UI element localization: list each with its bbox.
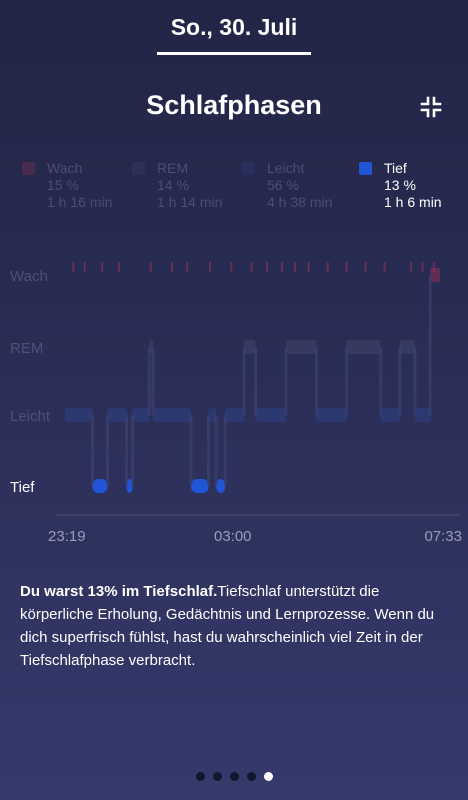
date-tab[interactable]: So., 30. Juli xyxy=(170,14,298,40)
date-tab-underline xyxy=(157,52,311,55)
wake-mark xyxy=(410,262,413,272)
stage-transition xyxy=(90,415,94,486)
page-indicator xyxy=(0,768,468,786)
wake-mark xyxy=(265,262,268,272)
stage-segment xyxy=(255,408,286,422)
stage-transition xyxy=(223,415,227,486)
wake-mark xyxy=(364,262,367,272)
stage-transition xyxy=(206,415,210,486)
legend-duration: 1 h 14 min xyxy=(157,194,223,210)
stage-segment xyxy=(430,268,440,282)
legend-percent: 13 % xyxy=(384,177,416,193)
page-title: Schlafphasen xyxy=(146,90,322,120)
page-dot[interactable] xyxy=(263,772,273,781)
stage-transition xyxy=(413,347,417,415)
stage-transition xyxy=(151,347,155,415)
wake-mark xyxy=(117,262,120,272)
stage-segment xyxy=(316,408,347,422)
legend-swatch-leicht xyxy=(242,162,255,175)
y-axis-label-rem: REM xyxy=(10,340,43,357)
stage-segment xyxy=(414,408,431,422)
stage-segment xyxy=(107,408,127,422)
wake-mark xyxy=(208,262,211,272)
stage-segment xyxy=(244,340,256,354)
stage-transition xyxy=(124,415,128,486)
legend-label: REM xyxy=(157,160,189,176)
stage-segment xyxy=(126,479,133,493)
wake-mark xyxy=(294,262,297,272)
description-text: Tiefschlaf unterstützt die körperliche E… xyxy=(20,583,435,669)
description-highlight: Du warst 13% im Tiefschlaf. xyxy=(20,583,218,600)
y-axis-label-leicht: Leicht xyxy=(10,408,51,425)
wake-mark xyxy=(421,262,424,272)
legend-swatch-tief xyxy=(359,162,372,175)
sleep-stage-chart: Wach REM Leicht Tief 23:19 03:00 07:33 xyxy=(10,262,462,545)
legend-percent: 56 % xyxy=(267,177,299,193)
wake-mark xyxy=(432,262,435,272)
stage-segment xyxy=(208,408,217,422)
wake-mark xyxy=(345,262,348,272)
wake-mark xyxy=(101,262,104,272)
stage-segment xyxy=(92,479,108,493)
y-axis-label-wach: Wach xyxy=(10,268,48,285)
stage-segment xyxy=(153,408,192,422)
legend-swatch-wach xyxy=(22,162,35,175)
wake-mark xyxy=(281,262,284,272)
stage-transition xyxy=(147,347,151,415)
stage-transition xyxy=(254,347,258,415)
legend-percent: 15 % xyxy=(47,177,79,193)
x-tick-label: 07:33 xyxy=(424,528,462,545)
stage-transition xyxy=(106,415,110,486)
legend-duration: 4 h 38 min xyxy=(267,194,333,210)
stage-segment xyxy=(132,408,150,422)
wake-mark xyxy=(171,262,174,272)
wake-mark xyxy=(307,262,310,272)
stage-transition xyxy=(214,415,218,486)
stage-segment xyxy=(399,340,415,354)
wake-mark xyxy=(326,262,329,272)
stage-description: Du warst 13% im Tiefschlaf.Tiefschlaf un… xyxy=(20,580,450,672)
stage-transition xyxy=(379,347,383,415)
wake-mark xyxy=(186,262,189,272)
collapse-icon[interactable] xyxy=(420,96,442,118)
stage-segment xyxy=(380,408,400,422)
y-axis-label-tief: Tief xyxy=(10,479,35,496)
legend-duration: 1 h 6 min xyxy=(384,194,442,210)
legend-label: Leicht xyxy=(267,160,305,176)
stage-transition xyxy=(314,347,318,415)
stage-transition xyxy=(345,347,349,415)
wake-mark xyxy=(250,262,253,272)
stage-segment xyxy=(191,479,209,493)
wake-mark xyxy=(230,262,233,272)
wake-mark xyxy=(383,262,386,272)
legend-duration: 1 h 16 min xyxy=(47,194,113,210)
legend-percent: 14 % xyxy=(157,177,189,193)
page-dot[interactable] xyxy=(195,772,205,781)
stage-segment xyxy=(346,340,381,354)
legend-swatch-rem xyxy=(132,162,145,175)
stage-segment xyxy=(285,340,317,354)
stage-segment xyxy=(225,408,245,422)
legend-label: Tief xyxy=(384,160,407,176)
stage-segment xyxy=(65,408,93,422)
stage-transition xyxy=(131,415,135,486)
legend-label: Wach xyxy=(47,160,83,176)
page-dot[interactable] xyxy=(246,772,256,781)
wake-mark xyxy=(149,262,152,272)
stage-legend: Wach 15 % 1 h 16 min REM 14 % 1 h 14 min… xyxy=(22,160,462,220)
stage-transition xyxy=(428,275,432,415)
stage-transition xyxy=(284,347,288,415)
x-tick-label: 23:19 xyxy=(48,528,86,545)
stage-segment xyxy=(216,479,226,493)
page-dot[interactable] xyxy=(212,772,222,781)
wake-mark xyxy=(72,262,75,272)
x-tick-label: 03:00 xyxy=(214,528,252,545)
stage-transition xyxy=(189,415,193,486)
stage-transition xyxy=(398,347,402,415)
wake-mark xyxy=(83,262,86,272)
page-dot[interactable] xyxy=(229,772,239,781)
stage-transition xyxy=(242,347,246,415)
